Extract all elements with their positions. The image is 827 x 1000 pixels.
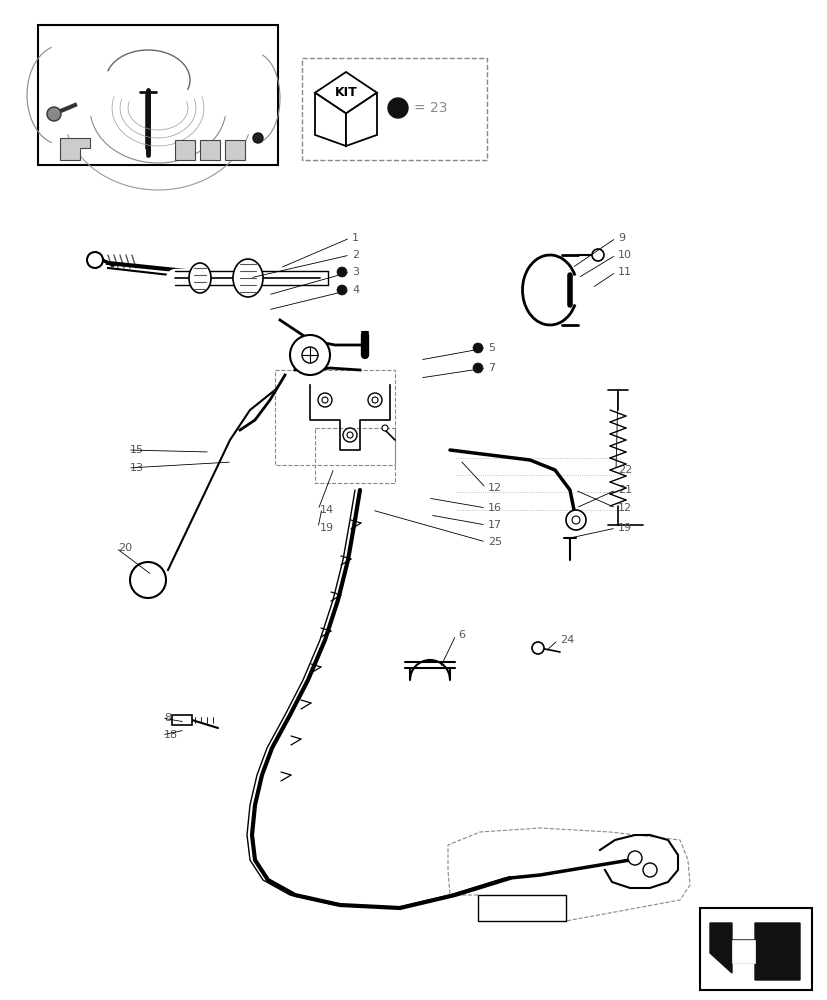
FancyBboxPatch shape: [477, 895, 566, 921]
Circle shape: [388, 98, 408, 118]
Text: 3: 3: [351, 267, 359, 277]
Circle shape: [253, 133, 263, 143]
Circle shape: [337, 285, 347, 295]
Circle shape: [342, 428, 356, 442]
Polygon shape: [174, 140, 195, 160]
Text: 25: 25: [487, 537, 501, 547]
Circle shape: [571, 516, 579, 524]
Polygon shape: [225, 140, 245, 160]
Text: 4: 4: [351, 285, 359, 295]
Circle shape: [322, 397, 327, 403]
Circle shape: [532, 642, 543, 654]
FancyBboxPatch shape: [38, 25, 278, 165]
Text: 13: 13: [130, 463, 144, 473]
Text: KIT: KIT: [334, 86, 357, 99]
Text: 20: 20: [118, 543, 132, 553]
Circle shape: [367, 393, 381, 407]
Ellipse shape: [232, 259, 263, 297]
Text: 6: 6: [457, 630, 465, 640]
Text: 10: 10: [617, 250, 631, 260]
Circle shape: [381, 425, 388, 431]
Polygon shape: [346, 93, 376, 146]
Polygon shape: [200, 140, 220, 160]
Circle shape: [47, 107, 61, 121]
Text: 1: 1: [351, 233, 359, 243]
Text: 15: 15: [130, 445, 144, 455]
Circle shape: [371, 397, 378, 403]
Polygon shape: [314, 72, 376, 113]
Text: 14: 14: [319, 505, 334, 515]
Circle shape: [591, 249, 603, 261]
Polygon shape: [60, 138, 90, 160]
Text: 17: 17: [487, 520, 501, 530]
Circle shape: [627, 851, 641, 865]
Circle shape: [472, 363, 482, 373]
Text: 19: 19: [319, 523, 334, 533]
Text: 12: 12: [487, 483, 501, 493]
Text: 22: 22: [617, 465, 632, 475]
Circle shape: [337, 267, 347, 277]
Text: 24: 24: [559, 635, 574, 645]
Text: 12: 12: [617, 503, 631, 513]
Circle shape: [472, 343, 482, 353]
Circle shape: [302, 347, 318, 363]
Circle shape: [289, 335, 330, 375]
Text: 5: 5: [487, 343, 495, 353]
Text: 11: 11: [617, 267, 631, 277]
Text: 7: 7: [487, 363, 495, 373]
Text: 8: 8: [164, 713, 171, 723]
Text: 9: 9: [617, 233, 624, 243]
Circle shape: [347, 432, 352, 438]
Circle shape: [318, 393, 332, 407]
Polygon shape: [314, 93, 346, 146]
Circle shape: [130, 562, 165, 598]
Text: 2: 2: [351, 250, 359, 260]
Text: 18: 18: [164, 730, 178, 740]
Text: 21: 21: [617, 485, 631, 495]
Circle shape: [643, 863, 656, 877]
Text: 19: 19: [617, 523, 631, 533]
Polygon shape: [709, 923, 799, 980]
Text: 1.26.5: 1.26.5: [504, 903, 539, 913]
Text: 16: 16: [487, 503, 501, 513]
Circle shape: [566, 510, 586, 530]
Ellipse shape: [189, 263, 211, 293]
Polygon shape: [172, 715, 192, 725]
FancyBboxPatch shape: [302, 58, 486, 160]
Text: = 23: = 23: [414, 101, 447, 115]
Polygon shape: [731, 940, 754, 963]
Circle shape: [87, 252, 103, 268]
FancyBboxPatch shape: [699, 908, 811, 990]
